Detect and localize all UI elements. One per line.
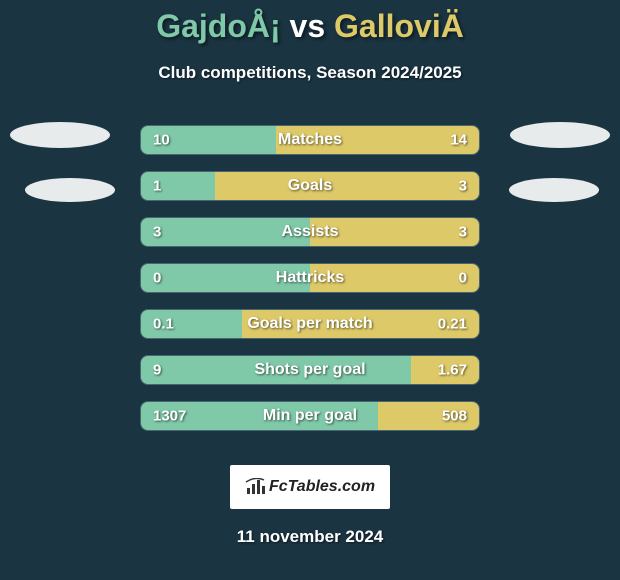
stat-row: Goals 1 3 <box>140 171 480 201</box>
logo-text: FcTables.com <box>245 478 375 496</box>
stat-label: Goals <box>288 177 332 195</box>
logo-label: FcTables.com <box>269 478 375 496</box>
stat-fill-right <box>215 172 479 200</box>
stat-value-right: 508 <box>442 408 467 425</box>
stat-value-left: 9 <box>153 362 161 379</box>
stat-value-right: 3 <box>459 224 467 241</box>
date-label: 11 november 2024 <box>0 527 620 547</box>
stat-row: Matches 10 14 <box>140 125 480 155</box>
stat-label: Shots per goal <box>254 361 365 379</box>
stat-label: Hattricks <box>276 269 344 287</box>
stat-value-left: 1307 <box>153 408 186 425</box>
stat-label: Goals per match <box>247 315 372 333</box>
player-left-name: GajdoÅ¡ <box>156 8 280 44</box>
logo-box: FcTables.com <box>230 465 390 509</box>
stat-value-left: 0.1 <box>153 316 174 333</box>
stat-value-left: 10 <box>153 132 170 149</box>
stat-row: Hattricks 0 0 <box>140 263 480 293</box>
vs-text: vs <box>290 8 326 44</box>
stat-value-left: 3 <box>153 224 161 241</box>
stats-content: Matches 10 14 Goals 1 3 Assists 3 3 Hattricks 0 0 Go… <box>0 125 620 447</box>
stat-row: Goals per match 0.1 0.21 <box>140 309 480 339</box>
stat-value-right: 1.67 <box>438 362 467 379</box>
stat-value-left: 1 <box>153 178 161 195</box>
stat-row: Assists 3 3 <box>140 217 480 247</box>
stat-value-right: 14 <box>450 132 467 149</box>
stat-value-left: 0 <box>153 270 161 287</box>
stat-row: Shots per goal 9 1.67 <box>140 355 480 385</box>
stat-label: Matches <box>278 131 342 149</box>
player-right-name: GalloviÄ <box>334 8 464 44</box>
stats-container: Matches 10 14 Goals 1 3 Assists 3 3 Hattricks 0 0 Go… <box>140 125 480 447</box>
stat-value-right: 3 <box>459 178 467 195</box>
stat-label: Assists <box>282 223 339 241</box>
stat-row: Min per goal 1307 508 <box>140 401 480 431</box>
stat-value-right: 0 <box>459 270 467 287</box>
comparison-title: GajdoÅ¡ vs GalloviÄ <box>0 0 620 45</box>
subtitle: Club competitions, Season 2024/2025 <box>0 63 620 83</box>
chart-icon <box>245 478 265 496</box>
stat-label: Min per goal <box>263 407 357 425</box>
stat-value-right: 0.21 <box>438 316 467 333</box>
